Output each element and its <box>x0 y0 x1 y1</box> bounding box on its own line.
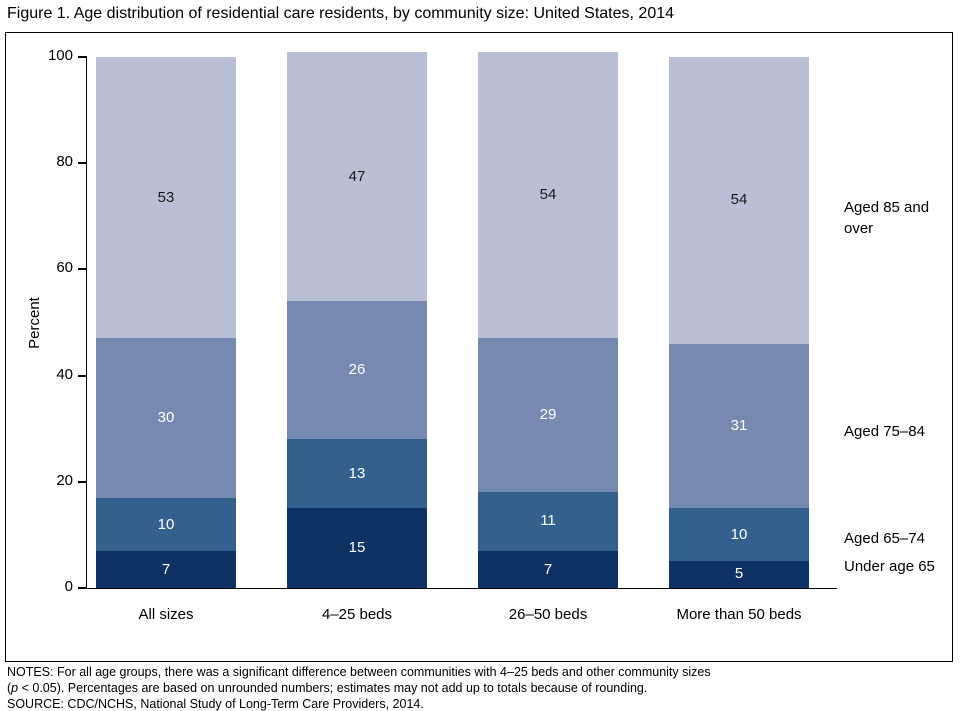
x-axis-label-all-sizes: All sizes <box>138 606 194 623</box>
segment-value: 54 <box>730 191 748 209</box>
y-tick-label: 80 <box>56 153 73 171</box>
y-tick-label: 60 <box>56 259 73 277</box>
notes-line-2: (p < 0.05). Percentages are based on unr… <box>7 681 648 695</box>
segment-value: 53 <box>157 189 175 207</box>
segment-under-age-65: 15 <box>287 508 427 588</box>
bar-26-50-beds: 7 11 29 54 <box>478 51 618 588</box>
segment-value: 54 <box>539 185 557 203</box>
y-tick-label: 40 <box>56 365 73 383</box>
segment-aged-75-84: 26 <box>287 301 427 440</box>
series-label-aged-85-and-over: Aged 85 and over <box>844 199 930 237</box>
segment-value: 15 <box>348 539 366 557</box>
segment-value: 29 <box>539 406 557 424</box>
segment-under-age-65: 5 <box>669 561 809 588</box>
notes: NOTES: For all age groups, there was a s… <box>7 664 711 711</box>
bar-all-sizes: 7 10 30 53 <box>96 57 236 588</box>
segment-value: 10 <box>157 515 175 533</box>
segment-aged-65-74: 13 <box>287 439 427 509</box>
segment-aged-85-and-over: 47 <box>287 51 427 302</box>
y-tick-mark <box>78 374 87 377</box>
y-tick-label: 20 <box>56 471 73 489</box>
segment-value: 30 <box>157 409 175 427</box>
y-tick-mark <box>78 162 87 165</box>
y-tick-mark <box>78 587 87 589</box>
segment-value: 7 <box>161 560 171 578</box>
y-axis-label: Percent <box>26 297 43 349</box>
x-axis-label-more-than-50-beds: More than 50 beds <box>676 606 802 623</box>
segment-under-age-65: 7 <box>478 550 618 588</box>
series-label-aged-65-74: Aged 65–74 <box>844 530 925 547</box>
y-tick-mark <box>78 480 87 483</box>
segment-aged-85-and-over: 53 <box>96 57 236 339</box>
series-label-under-age-65: Under age 65 <box>844 558 935 575</box>
segment-value: 47 <box>348 167 366 185</box>
plot-area: 0 20 40 60 80 100 7 10 30 53 All sizes 15 13 26 47 4–25… <box>48 47 837 623</box>
segment-value: 11 <box>540 512 556 530</box>
x-axis-label-26-50-beds: 26–50 beds <box>508 606 588 623</box>
segment-value: 7 <box>543 560 553 578</box>
notes-line-1: NOTES: For all age groups, there was a s… <box>7 665 711 679</box>
series-label-aged-75-84: Aged 75–84 <box>844 423 925 440</box>
segment-aged-85-and-over: 54 <box>669 57 809 344</box>
y-tick-label: 0 <box>64 578 73 595</box>
segment-aged-75-84: 29 <box>478 338 618 493</box>
bar-more-than-50-beds: 5 10 31 54 <box>669 57 809 588</box>
x-axis-label-4-25-beds: 4–25 beds <box>321 606 393 623</box>
segment-aged-75-84: 31 <box>669 343 809 509</box>
notes-line-3: SOURCE: CDC/NCHS, National Study of Long… <box>7 697 424 711</box>
segment-aged-65-74: 11 <box>478 492 618 551</box>
chart-area: Percent 0 20 40 60 80 100 7 10 30 53 All sizes 15 13… <box>5 32 953 662</box>
figure-title: Figure 1. Age distribution of residentia… <box>7 5 675 22</box>
segment-aged-75-84: 30 <box>96 338 236 498</box>
segment-value: 5 <box>734 565 744 583</box>
segment-under-age-65: 7 <box>96 550 236 588</box>
segment-value: 31 <box>730 416 748 434</box>
segment-aged-85-and-over: 54 <box>478 51 618 339</box>
bar-4-25-beds: 15 13 26 47 <box>287 51 427 588</box>
segment-value: 10 <box>730 526 748 544</box>
segment-value: 13 <box>348 465 366 483</box>
segment-aged-65-74: 10 <box>669 508 809 562</box>
y-tick-mark <box>78 268 87 271</box>
segment-aged-65-74: 10 <box>96 497 236 551</box>
y-tick-mark <box>78 56 87 58</box>
y-tick-label: 100 <box>47 47 73 64</box>
segment-value: 26 <box>348 361 366 379</box>
